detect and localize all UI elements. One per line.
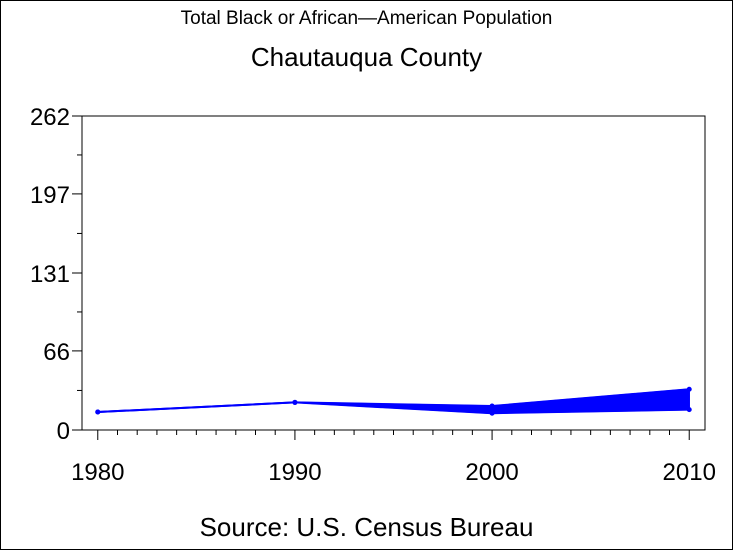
x-tick-label: 1990 [268, 459, 321, 486]
y-tick-label: 131 [30, 261, 70, 288]
y-tick-label: 66 [43, 339, 70, 366]
chart-title: Total Black or African—American Populati… [180, 8, 553, 29]
x-tick-label: 1980 [71, 459, 124, 486]
y-tick-label: 0 [57, 418, 70, 445]
data-point [686, 407, 692, 413]
data-point [686, 386, 692, 392]
data-point [95, 409, 101, 415]
series-line-2 [97, 401, 690, 415]
data-point [489, 403, 495, 409]
data-point [292, 399, 298, 405]
y-tick-label: 262 [30, 104, 70, 131]
x-tick-label: 2010 [663, 459, 716, 486]
chart-subtitle: Chautauqua County [250, 42, 483, 72]
plot-area [81, 115, 706, 431]
y-tick-label: 197 [30, 182, 70, 209]
data-point [489, 410, 495, 416]
series-band [97, 388, 690, 414]
source-note: Source: U.S. Census Bureau [199, 512, 534, 542]
x-tick-label: 2000 [465, 459, 518, 486]
